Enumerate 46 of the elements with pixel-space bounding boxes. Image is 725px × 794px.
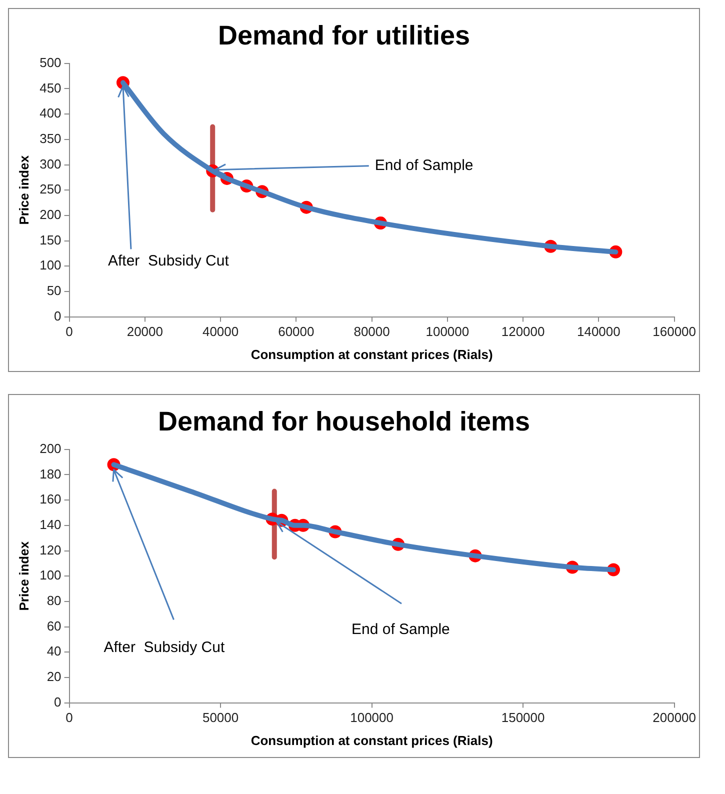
- y-tick-label: 450: [40, 80, 62, 96]
- y-tick-label: 160: [40, 492, 62, 507]
- y-tick-label: 140: [40, 517, 62, 532]
- annotation: After Subsidy Cut: [104, 638, 226, 656]
- y-tick-label: 250: [40, 182, 62, 197]
- y-axis-title: Price index: [16, 540, 32, 611]
- y-tick-label: 200: [40, 440, 62, 456]
- x-axis-title: Consumption at constant prices (Rials): [250, 346, 493, 362]
- x-tick-label: 20000: [126, 324, 163, 340]
- x-tick-label: 60000: [278, 324, 314, 340]
- x-axis-title: Consumption at constant prices (Rials): [250, 732, 493, 748]
- x-tick-label: 80000: [354, 324, 390, 340]
- y-tick-label: 200: [40, 207, 62, 222]
- y-tick-label: 20: [46, 669, 62, 684]
- y-tick-label: 100: [40, 568, 62, 583]
- y-tick-label: 120: [40, 542, 62, 558]
- x-tick-label: 0: [66, 710, 73, 726]
- y-tick-label: 500: [40, 54, 62, 70]
- chart-title: Demand for household items: [158, 406, 530, 437]
- annotation: After Subsidy Cut: [108, 252, 230, 270]
- y-tick-label: 350: [40, 131, 62, 146]
- x-tick-label: 140000: [576, 324, 620, 340]
- y-axis-title: Price index: [16, 154, 32, 225]
- y-tick-label: 0: [54, 308, 62, 324]
- y-tick-label: 0: [54, 694, 62, 710]
- x-tick-label: 100000: [350, 710, 394, 726]
- y-tick-label: 180: [40, 466, 62, 482]
- x-tick-label: 200000: [652, 710, 696, 726]
- x-tick-label: 160000: [652, 324, 696, 340]
- x-tick-label: 150000: [501, 710, 545, 726]
- y-tick-label: 60: [46, 618, 62, 634]
- x-tick-label: 0: [66, 324, 73, 340]
- x-tick-label: 40000: [202, 324, 239, 340]
- annotation: End of Sample: [374, 156, 474, 174]
- x-tick-label: 120000: [501, 324, 545, 340]
- x-tick-label: 100000: [426, 324, 470, 340]
- chart-title: Demand for utilities: [218, 20, 470, 51]
- annotation: End of Sample: [352, 620, 450, 638]
- y-tick-label: 300: [40, 156, 62, 172]
- y-tick-label: 400: [40, 106, 62, 121]
- y-tick-label: 40: [46, 644, 62, 659]
- y-tick-label: 50: [46, 283, 62, 298]
- y-tick-label: 80: [46, 593, 62, 608]
- x-tick-label: 50000: [202, 710, 239, 726]
- y-tick-label: 150: [40, 232, 62, 248]
- y-tick-label: 100: [40, 258, 62, 273]
